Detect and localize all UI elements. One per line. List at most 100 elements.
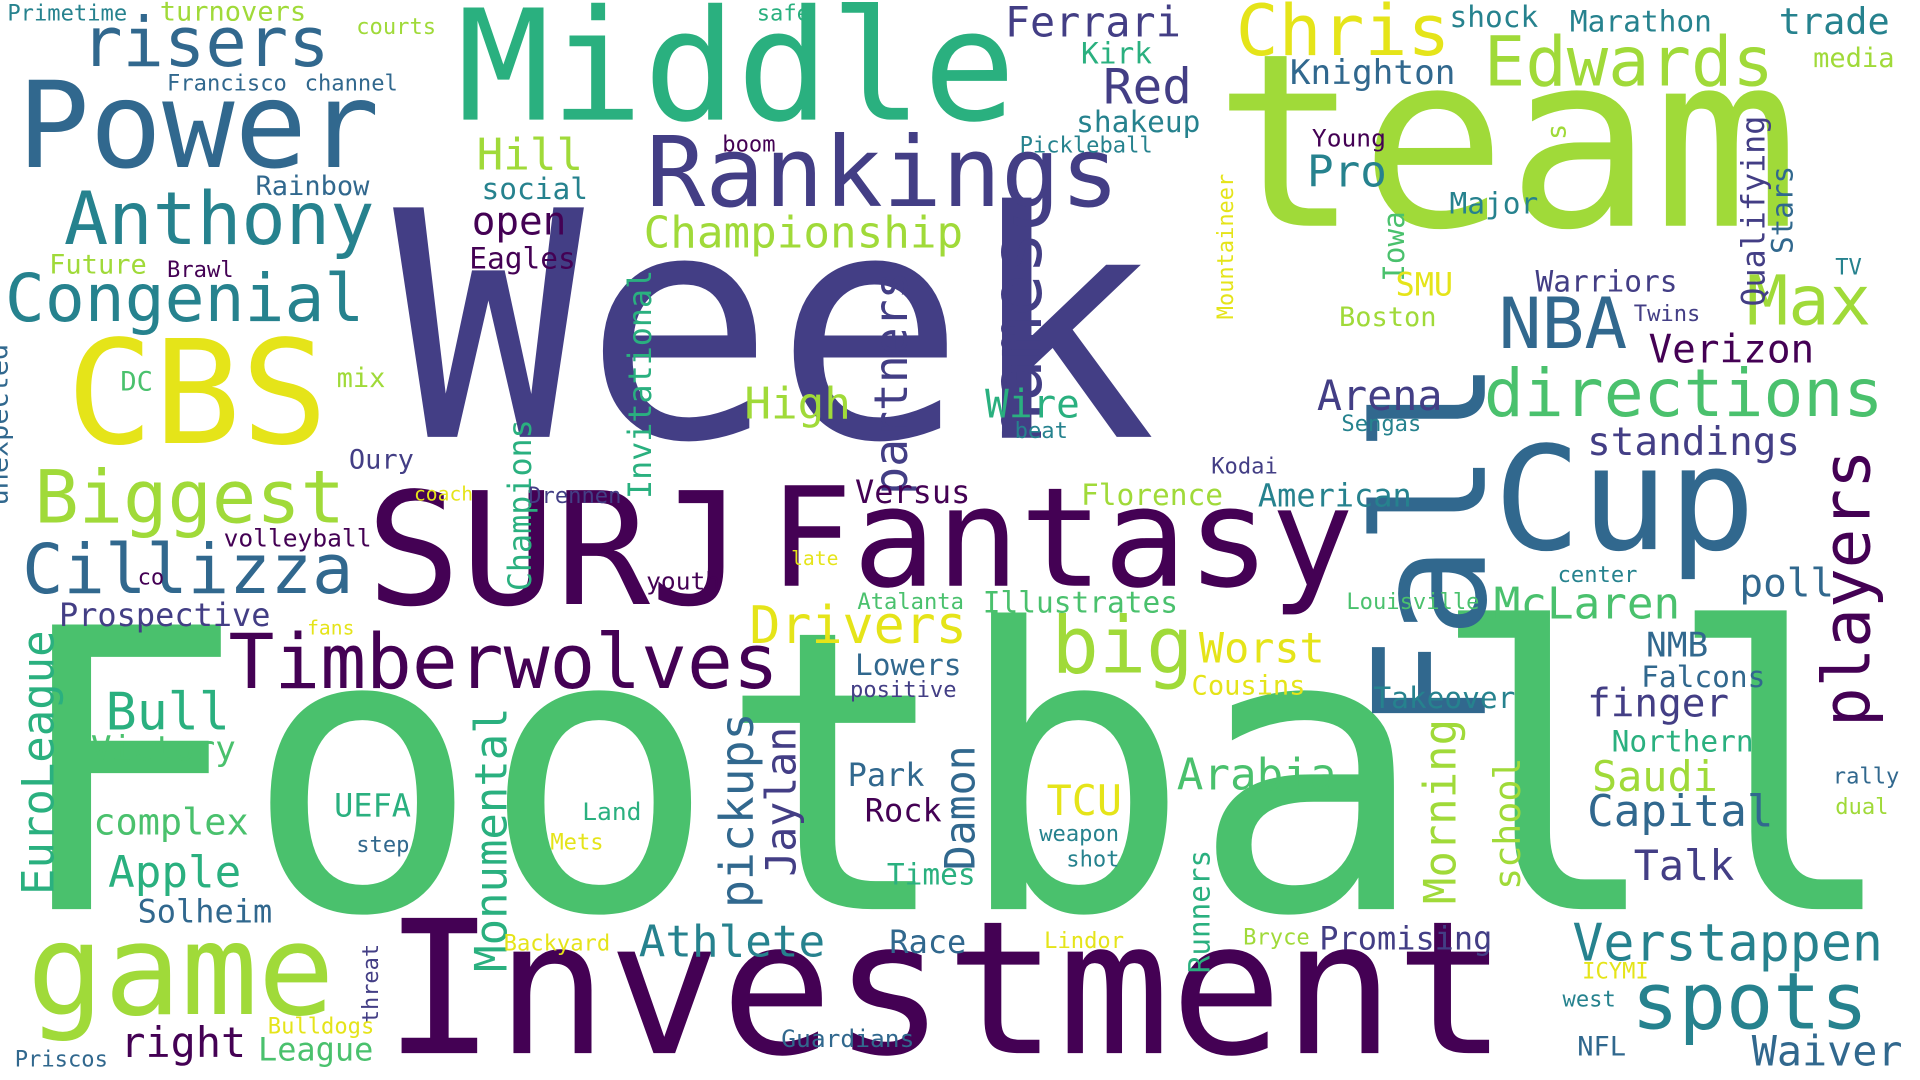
word-congenial: Congenial — [4, 259, 365, 337]
word-positive: positive — [850, 677, 957, 703]
word-apple: Apple — [108, 848, 242, 899]
word-channel: channel — [304, 70, 398, 97]
word-primetime: Primetime — [7, 1, 128, 27]
word-northern: Northern — [1611, 724, 1754, 760]
word-rainbow: Rainbow — [255, 172, 370, 203]
word-s: s — [1542, 123, 1574, 140]
word-francisco: Francisco — [167, 70, 287, 97]
word-fans: fans — [307, 616, 355, 640]
word-standings: standings — [1587, 418, 1801, 465]
word-high: High — [744, 379, 851, 430]
word-rally: rally — [1832, 763, 1900, 790]
word-marathon: Marathon — [1569, 4, 1712, 40]
word-middle: Middle — [456, 0, 1017, 157]
word-edwards: Edwards — [1483, 23, 1774, 103]
word-threat: threat — [358, 943, 384, 1024]
word-stars: Stars — [1765, 165, 1800, 254]
word-poll: poll — [1739, 560, 1835, 607]
word-pro: Pro — [1307, 147, 1387, 198]
word-florence: Florence — [1080, 478, 1223, 513]
word-turnovers: turnovers — [159, 0, 307, 29]
word-versus: Versus — [854, 474, 971, 512]
word-spots: spots — [1631, 957, 1868, 1049]
word-young: Young — [1311, 123, 1386, 153]
word-mets: Mets — [550, 829, 604, 856]
word-social: social — [481, 172, 589, 207]
word-damon: Damon — [936, 745, 986, 871]
word-brawl: Brawl — [167, 257, 234, 284]
word-week: Week — [393, 145, 1157, 512]
word-partners: partners — [864, 271, 919, 495]
word-solheim: Solheim — [137, 894, 273, 932]
word-nfl: NFL — [1577, 1032, 1627, 1063]
word-championship: Championship — [643, 208, 964, 259]
word-victory: Victory — [90, 728, 236, 769]
word-euroleague: EuroLeague — [13, 630, 65, 895]
word-team: team — [1213, 1, 1800, 284]
word-boom: boom — [722, 131, 776, 158]
word-eagles: Eagles — [469, 241, 576, 276]
word-media: media — [1813, 43, 1895, 75]
word-league: League — [257, 1032, 374, 1069]
word-complex: complex — [93, 801, 249, 845]
word-illustrates: Illustrates — [982, 585, 1178, 620]
word-school: school — [1486, 757, 1530, 890]
word-pickleball: Pickleball — [1019, 133, 1153, 159]
word-rock: Rock — [864, 793, 942, 830]
word-warriors: Warriors — [1535, 264, 1678, 299]
word-investment: Investment — [383, 881, 1508, 1080]
word-surj: SURJ — [366, 460, 745, 642]
word-wire: Wire — [985, 380, 1080, 428]
word-uefa: UEFA — [334, 788, 412, 825]
word-kirk: Kirk — [1080, 36, 1152, 71]
word-lowers: Lowers — [854, 647, 962, 683]
word-saudi: Saudi — [1592, 752, 1718, 802]
word-risers: risers — [81, 3, 330, 83]
word-co: co — [137, 564, 165, 591]
word-hill: Hill — [476, 130, 584, 181]
word-west: west — [1562, 987, 1616, 1013]
word-oury: Oury — [348, 445, 414, 476]
word-guardians: Guardians — [781, 1023, 915, 1054]
word-race: Race — [889, 924, 967, 962]
word-right: right — [120, 1018, 247, 1068]
word-nba: NBA — [1498, 281, 1628, 365]
word-prospective: Prospective — [58, 597, 271, 635]
word-tv: TV — [1835, 255, 1862, 281]
word-verstappen: Verstappen — [1572, 912, 1883, 973]
word-verizon: Verizon — [1648, 325, 1815, 373]
word-american: American — [1257, 478, 1412, 515]
word-anthony: Anthony — [63, 176, 375, 263]
word-twins: Twins — [1633, 301, 1701, 328]
word-drennen: Drennen — [528, 483, 622, 509]
word-finger: finger — [1587, 679, 1730, 727]
word-open: open — [471, 197, 567, 245]
word-rankings: Rankings — [646, 115, 1120, 230]
word-morning: Morning — [1416, 718, 1467, 905]
word-louisville: Louisville — [1346, 589, 1480, 616]
word-major: Major — [1449, 186, 1539, 221]
word-knighton: Knighton — [1289, 52, 1456, 93]
word-arena: Arena — [1316, 372, 1443, 422]
word-capital: Capital — [1587, 787, 1774, 838]
word-step: step — [356, 832, 410, 858]
word-timberwolves: Timberwolves — [228, 617, 779, 707]
word-waiver: Waiver — [1751, 1027, 1903, 1077]
word-mountaineer: Mountaineer — [1213, 173, 1239, 320]
word-drivers: Drivers — [749, 595, 967, 656]
word-park: Park — [847, 757, 925, 795]
word-biggest: Biggest — [34, 455, 346, 541]
word-power: Power — [17, 57, 380, 197]
word-shock: shock — [1449, 0, 1539, 35]
word-kodai: Kodai — [1211, 453, 1278, 480]
word-athlete: Athlete — [638, 917, 826, 968]
word-promising: Promising — [1319, 921, 1493, 958]
word-volleyball: volleyball — [223, 523, 372, 553]
word-bull: Bull — [105, 682, 230, 742]
word-late: late — [791, 546, 839, 570]
word-shakeup: shakeup — [1076, 104, 1201, 140]
word-coach: coach — [413, 482, 474, 506]
word-dc: DC — [120, 367, 153, 398]
word-big: big — [1051, 601, 1194, 692]
